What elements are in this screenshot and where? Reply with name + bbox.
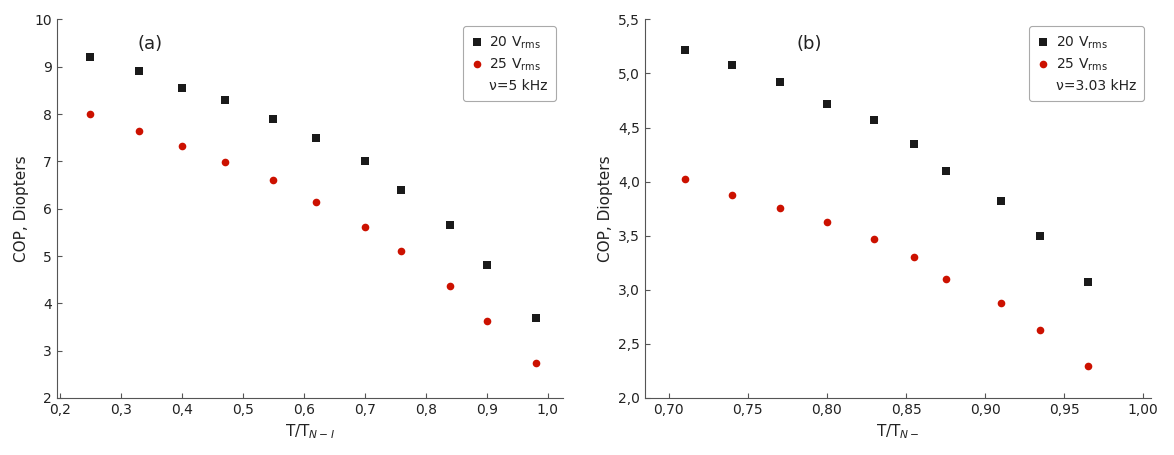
X-axis label: T/T$_{N-I}$: T/T$_{N-I}$: [285, 422, 335, 441]
20 V$_\mathregular{rms}$: [175, 85, 189, 91]
20 V$_\mathregular{rms}$: [906, 141, 920, 147]
25 V$_\mathregular{rms}$: [83, 111, 97, 117]
20 V$_\mathregular{rms}$: [394, 187, 409, 192]
25 V$_\mathregular{rms}$: [444, 283, 458, 288]
25 V$_\mathregular{rms}$: [677, 177, 691, 182]
20 V$_\mathregular{rms}$: [309, 135, 323, 141]
20 V$_\mathregular{rms}$: [726, 62, 740, 67]
20 V$_\mathregular{rms}$: [217, 97, 231, 102]
20 V$_\mathregular{rms}$: [772, 80, 787, 85]
25 V$_\mathregular{rms}$: [133, 128, 147, 133]
X-axis label: T/T$_{N-}$: T/T$_{N-}$: [876, 422, 920, 441]
25 V$_\mathregular{rms}$: [868, 236, 882, 242]
25 V$_\mathregular{rms}$: [772, 205, 787, 210]
Legend: 20 V$_\mathregular{rms}$, 25 V$_\mathregular{rms}$, ν=5 kHz: 20 V$_\mathregular{rms}$, 25 V$_\mathreg…: [463, 26, 556, 101]
25 V$_\mathregular{rms}$: [394, 248, 409, 254]
25 V$_\mathregular{rms}$: [266, 177, 281, 183]
20 V$_\mathregular{rms}$: [83, 55, 97, 60]
20 V$_\mathregular{rms}$: [444, 222, 458, 228]
Line: 20 V$_\mathregular{rms}$: 20 V$_\mathregular{rms}$: [681, 46, 1092, 286]
20 V$_\mathregular{rms}$: [133, 69, 147, 74]
Y-axis label: COP, Diopters: COP, Diopters: [598, 155, 613, 262]
25 V$_\mathregular{rms}$: [938, 276, 952, 282]
20 V$_\mathregular{rms}$: [1033, 233, 1047, 238]
20 V$_\mathregular{rms}$: [868, 117, 882, 123]
25 V$_\mathregular{rms}$: [994, 300, 1008, 305]
20 V$_\mathregular{rms}$: [994, 198, 1008, 204]
25 V$_\mathregular{rms}$: [528, 360, 542, 365]
20 V$_\mathregular{rms}$: [1081, 279, 1095, 285]
25 V$_\mathregular{rms}$: [480, 318, 494, 324]
25 V$_\mathregular{rms}$: [819, 219, 834, 224]
Line: 25 V$_\mathregular{rms}$: 25 V$_\mathregular{rms}$: [681, 176, 1092, 369]
25 V$_\mathregular{rms}$: [1081, 363, 1095, 368]
Legend: 20 V$_\mathregular{rms}$, 25 V$_\mathregular{rms}$, ν=3.03 kHz: 20 V$_\mathregular{rms}$, 25 V$_\mathreg…: [1030, 26, 1145, 101]
20 V$_\mathregular{rms}$: [528, 315, 542, 320]
25 V$_\mathregular{rms}$: [1033, 327, 1047, 333]
20 V$_\mathregular{rms}$: [266, 116, 281, 121]
Line: 20 V$_\mathregular{rms}$: 20 V$_\mathregular{rms}$: [87, 53, 539, 321]
20 V$_\mathregular{rms}$: [677, 47, 691, 52]
20 V$_\mathregular{rms}$: [358, 159, 372, 164]
25 V$_\mathregular{rms}$: [358, 224, 372, 229]
25 V$_\mathregular{rms}$: [906, 255, 920, 260]
25 V$_\mathregular{rms}$: [175, 143, 189, 148]
Text: (a): (a): [137, 35, 163, 52]
20 V$_\mathregular{rms}$: [480, 263, 494, 268]
20 V$_\mathregular{rms}$: [938, 168, 952, 173]
Text: (b): (b): [797, 35, 823, 52]
Y-axis label: COP, Diopters: COP, Diopters: [14, 155, 29, 262]
25 V$_\mathregular{rms}$: [217, 160, 231, 165]
20 V$_\mathregular{rms}$: [819, 101, 834, 106]
25 V$_\mathregular{rms}$: [726, 192, 740, 197]
25 V$_\mathregular{rms}$: [309, 199, 323, 204]
Line: 25 V$_\mathregular{rms}$: 25 V$_\mathregular{rms}$: [87, 110, 539, 366]
